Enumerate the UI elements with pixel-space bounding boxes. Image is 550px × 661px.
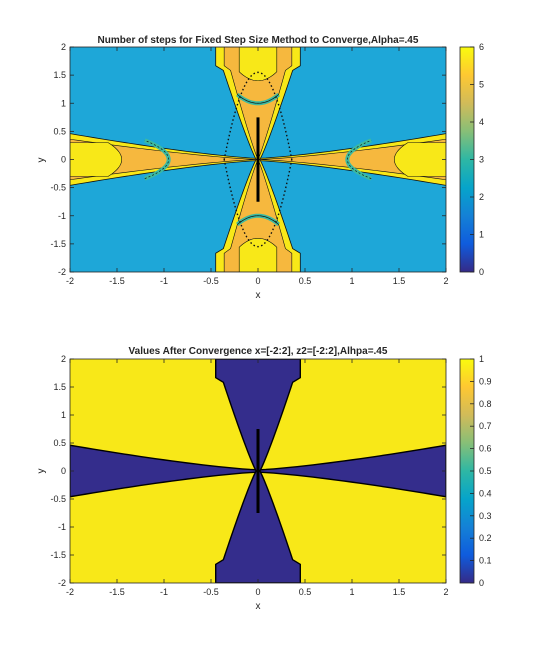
colorbar-tick-label: 4 xyxy=(479,117,484,127)
colorbar-tick-label: 0.1 xyxy=(479,556,492,566)
x-tick-label: 2 xyxy=(443,276,448,286)
chart-2-plot-area xyxy=(70,359,446,583)
y-tick-label: 2 xyxy=(61,354,66,364)
x-tick-label: -1.5 xyxy=(109,587,125,597)
y-tick-label: -0.5 xyxy=(50,494,66,504)
y-tick-label: 0.5 xyxy=(53,126,66,136)
colorbar-tick-label: 1 xyxy=(479,354,484,364)
y-tick-label: 0.5 xyxy=(53,438,66,448)
colorbar-tick-label: 0.9 xyxy=(479,376,492,386)
colorbar-tick-label: 0.4 xyxy=(479,488,492,498)
colorbar-tick-label: 0.6 xyxy=(479,444,492,454)
x-tick-label: 1 xyxy=(349,587,354,597)
x-tick-label: -0.5 xyxy=(203,587,219,597)
colorbar-tick-label: 0 xyxy=(479,578,484,588)
chart-2-y-label: y xyxy=(36,469,47,474)
x-tick-label: 0 xyxy=(255,587,260,597)
cap-vertical xyxy=(239,238,277,272)
y-tick-label: -1 xyxy=(58,211,66,221)
y-tick-label: -1.5 xyxy=(50,550,66,560)
x-tick-label: -1 xyxy=(160,587,168,597)
x-tick-label: -1 xyxy=(160,276,168,286)
y-tick-label: 0 xyxy=(61,155,66,165)
x-tick-label: 1.5 xyxy=(393,276,406,286)
y-tick-label: 1.5 xyxy=(53,70,66,80)
chart-1-x-label: x xyxy=(256,290,261,301)
chart-1: Number of steps for Fixed Step Size Meth… xyxy=(36,35,484,301)
y-tick-label: 1 xyxy=(61,98,66,108)
y-tick-label: 2 xyxy=(61,42,66,52)
y-tick-label: -2 xyxy=(58,578,66,588)
colorbar-tick-label: 0.5 xyxy=(479,466,492,476)
cap-horizontal xyxy=(394,143,446,177)
x-tick-label: 1 xyxy=(349,276,354,286)
x-tick-label: 0 xyxy=(255,276,260,286)
colorbar-tick-label: 6 xyxy=(479,42,484,52)
colorbar-tick-label: 1 xyxy=(479,230,484,240)
colorbar-tick-label: 5 xyxy=(479,80,484,90)
y-tick-label: 0 xyxy=(61,466,66,476)
colorbar-tick-label: 0.7 xyxy=(479,421,492,431)
x-tick-label: 2 xyxy=(443,587,448,597)
chart-1-plot-area xyxy=(70,47,446,272)
colorbar-tick-label: 0.8 xyxy=(479,399,492,409)
chart-2-title: Values After Convergence x=[-2:2], z2=[-… xyxy=(129,346,388,357)
colorbar-tick-label: 0.2 xyxy=(479,533,492,543)
colorbar-tick-label: 0.3 xyxy=(479,511,492,521)
x-tick-label: 1.5 xyxy=(393,587,406,597)
colorbar-tick-label: 0 xyxy=(479,267,484,277)
colorbar-tick-label: 2 xyxy=(479,192,484,202)
colorbar-tick-label: 3 xyxy=(479,155,484,165)
x-tick-label: -2 xyxy=(66,587,74,597)
y-tick-label: 1 xyxy=(61,410,66,420)
cap-horizontal xyxy=(70,143,122,177)
chart-1-y-label: y xyxy=(36,158,47,163)
x-tick-label: -2 xyxy=(66,276,74,286)
chart-1-title: Number of steps for Fixed Step Size Meth… xyxy=(98,35,419,46)
y-tick-label: -2 xyxy=(58,267,66,277)
x-tick-label: 0.5 xyxy=(299,587,312,597)
chart-2-x-label: x xyxy=(256,601,261,612)
y-tick-label: -1.5 xyxy=(50,239,66,249)
x-tick-label: -1.5 xyxy=(109,276,125,286)
y-tick-label: 1.5 xyxy=(53,382,66,392)
x-tick-label: 0.5 xyxy=(299,276,312,286)
cap-vertical xyxy=(239,47,277,81)
chart-2: Values After Convergence x=[-2:2], z2=[-… xyxy=(36,346,492,612)
y-tick-label: -0.5 xyxy=(50,183,66,193)
x-tick-label: -0.5 xyxy=(203,276,219,286)
y-tick-label: -1 xyxy=(58,522,66,532)
